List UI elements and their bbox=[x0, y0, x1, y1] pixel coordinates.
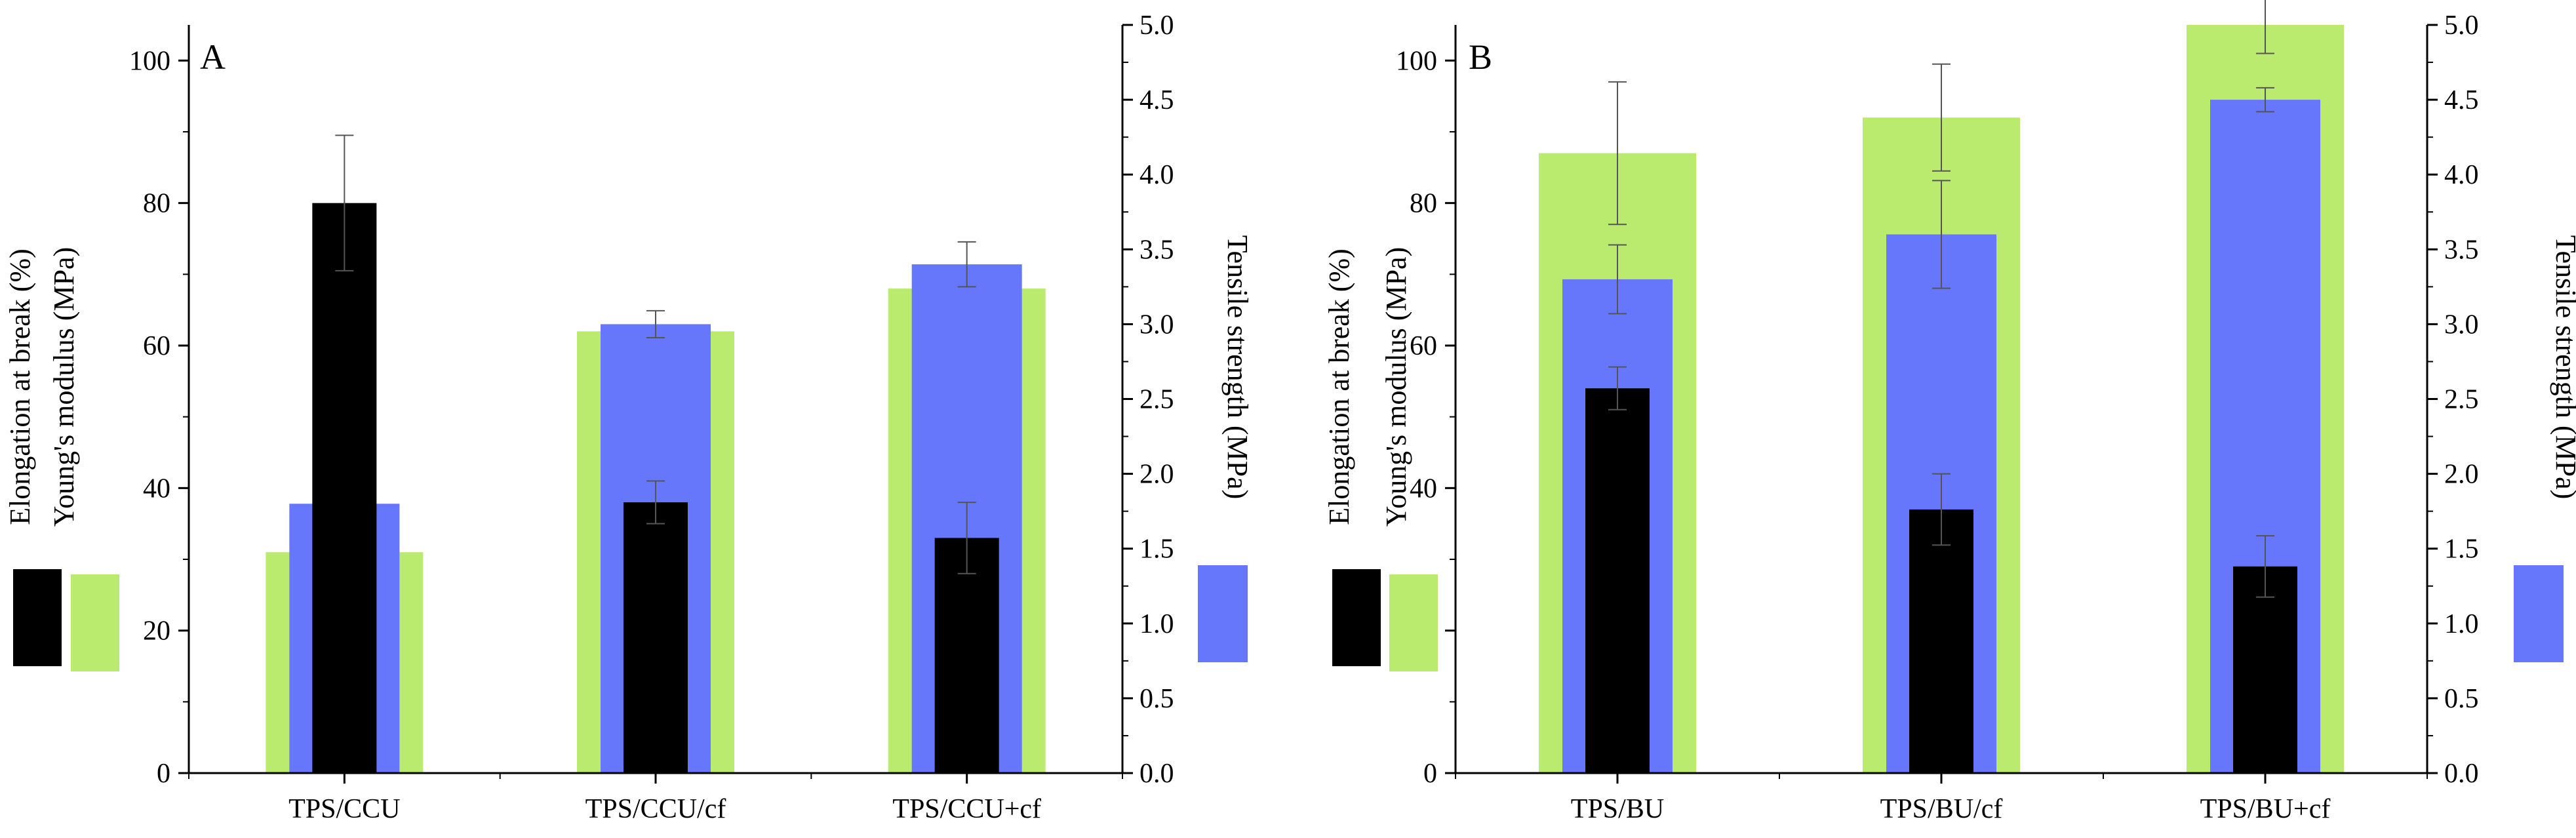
legend-swatch-tensile-strength bbox=[1198, 565, 1248, 662]
bar-a-s2-c0 bbox=[312, 203, 377, 774]
right-tick-label: 2.0 bbox=[2444, 460, 2479, 490]
x-tick-label: TPS/BU/cf bbox=[1880, 794, 2003, 824]
right-tick-label: 2.5 bbox=[1139, 385, 1174, 415]
left-tick-label: 60 bbox=[143, 331, 170, 361]
panel-label: B bbox=[1469, 37, 1492, 77]
bar-a-s2-c2 bbox=[934, 538, 999, 773]
left-tick-label: 20 bbox=[143, 616, 170, 647]
right-tick-label: 2.0 bbox=[1139, 460, 1174, 490]
right-tick-label: 3.5 bbox=[1139, 235, 1174, 265]
x-tick-label: TPS/BU+cf bbox=[2200, 794, 2331, 824]
bar-b-s2-c0 bbox=[1585, 388, 1650, 773]
bar-a-s2-c1 bbox=[624, 502, 688, 773]
panel-label: A bbox=[200, 37, 226, 77]
right-tick-label: 1.5 bbox=[1139, 534, 1174, 565]
left-axis-label-elongation: Elongation at break (%) bbox=[1323, 249, 1355, 525]
legend-swatch-tensile-strength bbox=[2514, 565, 2564, 662]
right-tick-label: 0.5 bbox=[1139, 684, 1174, 714]
right-tick-label: 4.0 bbox=[2444, 160, 2479, 190]
legend-swatch-youngs-modulus bbox=[71, 574, 119, 671]
right-tick-label: 4.0 bbox=[1139, 160, 1174, 190]
left-axis-label-youngs-modulus: Young's modulus (MPa) bbox=[1380, 247, 1412, 527]
bar-b-s2-c2 bbox=[2233, 566, 2297, 773]
left-tick-label: 60 bbox=[1410, 331, 1437, 361]
right-tick-label: 3.0 bbox=[2444, 309, 2479, 340]
right-tick-label: 5.0 bbox=[2444, 10, 2479, 41]
right-tick-label: 3.5 bbox=[2444, 235, 2479, 265]
left-tick-label: 0 bbox=[1423, 759, 1437, 789]
right-tick-label: 1.0 bbox=[1139, 609, 1174, 639]
right-tick-label: 0.0 bbox=[2444, 759, 2479, 789]
bar-b-s2-c1 bbox=[1909, 509, 1973, 773]
legend-swatch-youngs-modulus bbox=[1389, 574, 1438, 671]
right-axis-label-tensile-strength: Tensile strength (MPa) bbox=[2550, 235, 2576, 500]
right-tick-label: 4.5 bbox=[1139, 85, 1174, 115]
right-tick-label: 3.0 bbox=[1139, 309, 1174, 340]
x-tick-label: TPS/CCU+cf bbox=[892, 794, 1041, 824]
right-tick-label: 0.0 bbox=[1139, 759, 1174, 789]
left-axis-label-youngs-modulus: Young's modulus (MPa) bbox=[48, 247, 80, 527]
x-tick-label: TPS/CCU bbox=[288, 794, 400, 824]
x-tick-label: TPS/CCU/cf bbox=[585, 794, 726, 824]
left-tick-label: 0 bbox=[157, 759, 170, 789]
legend-swatch-elongation bbox=[1332, 569, 1381, 666]
left-tick-label: 100 bbox=[129, 46, 170, 76]
right-tick-label: 1.0 bbox=[2444, 609, 2479, 639]
panel-a: 0 20 40 60 80 100 0.0 0.5 1.0 1.5 2.0 2.5 3.0 3.5 4.0 4… bbox=[4, 10, 1254, 824]
x-tick-label: TPS/BU bbox=[1571, 794, 1664, 824]
left-tick-label: 80 bbox=[143, 189, 170, 219]
legend-swatch-elongation bbox=[13, 569, 62, 666]
right-tick-label: 5.0 bbox=[1139, 10, 1174, 41]
right-axis-label-tensile-strength: Tensile strength (MPa) bbox=[1221, 235, 1254, 500]
right-tick-label: 0.5 bbox=[2444, 684, 2479, 714]
right-tick-label: 1.5 bbox=[2444, 534, 2479, 565]
left-tick-label: 100 bbox=[1396, 46, 1437, 76]
left-axis-label-elongation: Elongation at break (%) bbox=[4, 249, 36, 525]
right-tick-label: 4.5 bbox=[2444, 85, 2479, 115]
right-tick-label: 2.5 bbox=[2444, 385, 2479, 415]
left-tick-label: 40 bbox=[143, 473, 170, 504]
left-tick-label: 40 bbox=[1410, 473, 1437, 504]
panel-b: 0204060801000.00.51.01.52.02.53.03.54.04… bbox=[1323, 0, 2576, 824]
left-tick-label: 80 bbox=[1410, 189, 1437, 219]
